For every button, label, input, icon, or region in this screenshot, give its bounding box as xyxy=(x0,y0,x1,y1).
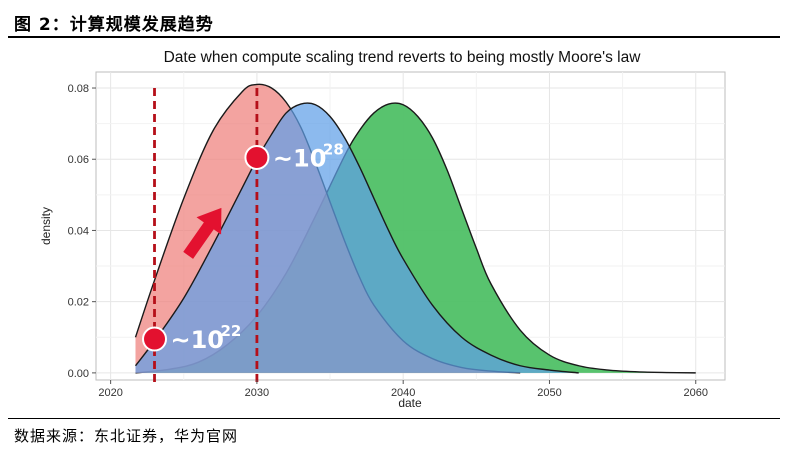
y-tick-label: 0.02 xyxy=(68,297,89,309)
figure-title: 图 2：计算规模发展趋势 xyxy=(14,15,214,35)
axis-ticks: 0.00 0.02 0.04 0.06 0.08 2020 2030 2040 2050 2060 xyxy=(68,83,708,399)
density-areas xyxy=(134,83,696,374)
y-tick-label: 0.04 xyxy=(68,225,89,237)
density-area-2-outline xyxy=(134,102,579,374)
annotation-marker xyxy=(142,326,168,352)
annotation-marker xyxy=(244,144,270,170)
x-tick-label: 2020 xyxy=(98,387,122,399)
trend-arrow xyxy=(183,207,222,259)
arrow-group xyxy=(183,207,222,259)
figure-footer: 数据来源：东北证券，华为官网 xyxy=(8,418,780,445)
y-axis-label: density xyxy=(39,207,53,245)
y-tick-label: 0.06 xyxy=(68,154,89,166)
y-tick-label: 0.08 xyxy=(68,83,89,95)
annotation-label: ~10 xyxy=(273,144,327,172)
arrow-shaft xyxy=(183,220,215,259)
reference-lines xyxy=(153,88,259,383)
x-tick-label: 2060 xyxy=(684,387,708,399)
x-tick-label: 2040 xyxy=(391,387,415,399)
density-area-2 xyxy=(135,103,579,373)
arrow-head xyxy=(196,207,222,235)
x-axis-label: date xyxy=(398,396,422,410)
x-tick-label: 2030 xyxy=(245,387,269,399)
annotation-superscript: 28 xyxy=(323,140,344,158)
figure-header: 图 2：计算规模发展趋势 xyxy=(8,6,780,38)
figure-source: 数据来源：东北证券，华为官网 xyxy=(14,427,239,445)
chart-title: Date when compute scaling trend reverts … xyxy=(164,49,642,66)
annotation-label: ~10 xyxy=(171,326,225,354)
y-tick-label: 0.00 xyxy=(68,368,89,380)
x-tick-label: 2050 xyxy=(537,387,561,399)
annotation-superscript: 22 xyxy=(221,322,242,340)
